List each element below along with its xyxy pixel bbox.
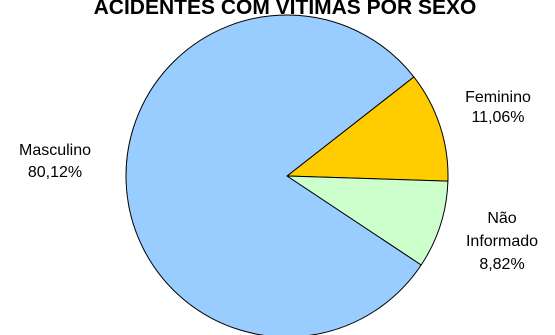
pie-slice-feminino bbox=[286, 76, 449, 182]
slice-percent: 11,06% bbox=[471, 109, 524, 126]
slice-name: Masculino bbox=[19, 142, 91, 159]
slice-name: Não bbox=[487, 210, 516, 227]
slice-name: Feminino bbox=[465, 89, 531, 106]
pie-slice-masculino bbox=[125, 14, 422, 335]
pie-slice-nao-informado bbox=[286, 175, 449, 266]
slice-label-feminino: Feminino 11,06% bbox=[465, 89, 531, 126]
slice-name: Informado bbox=[466, 233, 538, 250]
chart-title: ACIDENTES COM VÍTIMAS POR SEXO bbox=[94, 0, 477, 19]
pie-labels: Feminino 11,06% Não Informado 8,82% Masculino… bbox=[19, 89, 538, 273]
slice-label-nao-informado: Não Informado 8,82% bbox=[466, 210, 538, 273]
slice-label-masculino: Masculino 80,12% bbox=[19, 142, 91, 181]
slice-percent: 8,82% bbox=[479, 256, 524, 273]
slice-percent: 80,12% bbox=[28, 164, 82, 181]
pie-slices bbox=[125, 14, 449, 335]
